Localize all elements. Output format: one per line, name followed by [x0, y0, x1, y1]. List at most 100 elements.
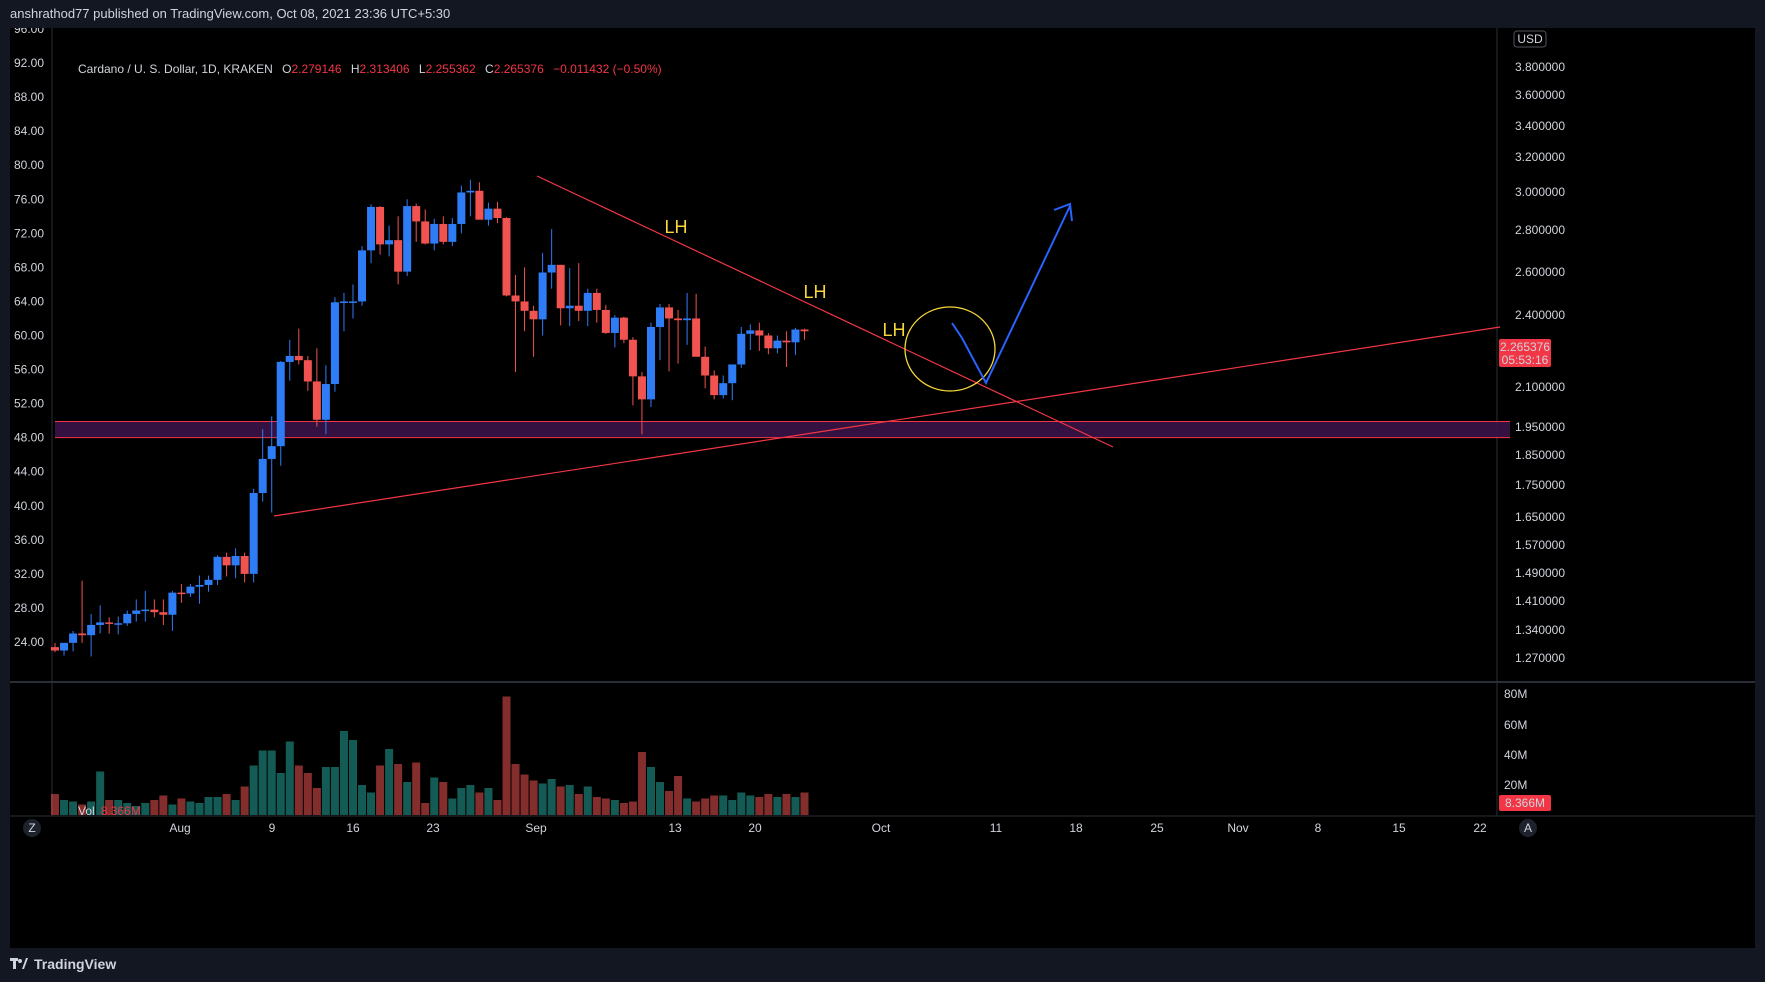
volume-bar [646, 767, 655, 815]
left-axis-tick: 44.00 [14, 465, 44, 479]
candle-body [276, 361, 285, 447]
candle-body [367, 206, 376, 251]
candle-body [502, 218, 511, 296]
volume-axis-tick: 40M [1504, 748, 1527, 762]
volume-bar [782, 794, 791, 815]
footer: TradingView [0, 948, 1765, 982]
volume-bar [637, 752, 646, 815]
candle-body [674, 318, 683, 321]
volume-bar [195, 803, 204, 815]
volume-bar [294, 765, 303, 815]
time-axis-tick: 18 [1069, 821, 1083, 835]
candle-body [339, 301, 348, 303]
volume-bar [276, 773, 285, 815]
candle-body [150, 609, 159, 613]
candle-body [610, 317, 619, 333]
tradingview-brand[interactable]: TradingView [34, 956, 117, 972]
candle-body [719, 383, 728, 396]
volume-bar [213, 797, 222, 815]
volume-bar [358, 785, 367, 815]
candle-body [701, 356, 710, 376]
volume-bar [222, 794, 231, 815]
candle-body [303, 360, 312, 382]
candle-body [448, 223, 457, 242]
volume-bar [231, 800, 240, 815]
candle-body [285, 355, 294, 362]
candle-body [430, 223, 439, 244]
left-axis-tick: 40.00 [14, 499, 44, 513]
time-axis-tick: 16 [346, 821, 360, 835]
highlight-circle [904, 306, 996, 392]
volume-bar [123, 803, 132, 815]
volume-bar [87, 801, 96, 815]
candle-body [87, 624, 96, 636]
volume-bar [628, 801, 637, 815]
right-axis-tick: 1.270000 [1515, 651, 1565, 665]
change-value: −0.011432 (−0.50%) [553, 62, 662, 76]
volume-bar [466, 785, 475, 815]
time-axis-tick: Oct [872, 821, 891, 835]
right-axis-tick: 2.100000 [1515, 380, 1565, 394]
candle-body [601, 309, 610, 333]
lower-high-label: LH [664, 217, 687, 237]
volume-bar [773, 797, 782, 815]
price-chart[interactable]: 96.00 92.00 88.00 84.00 80.00 76.00 72.00 68.00… [10, 28, 1755, 948]
candle-body [96, 622, 105, 625]
candle-body [78, 633, 87, 636]
volume-bar [150, 800, 159, 815]
candle-body [376, 206, 385, 245]
candle-body [493, 208, 502, 219]
candle-body [710, 375, 719, 396]
volume-bar [511, 764, 520, 815]
volume-bar [186, 801, 195, 815]
high-label: H [350, 62, 360, 76]
candle-body [348, 301, 357, 303]
candle-body [412, 206, 421, 222]
candle-body [69, 633, 78, 643]
candle-body [484, 208, 493, 220]
currency-badge [1513, 30, 1547, 48]
chart-area[interactable]: 96.00 92.00 88.00 84.00 80.00 76.00 72.00 68.00… [10, 28, 1755, 948]
time-axis-tick: 23 [426, 821, 440, 835]
time-axis-tick: 22 [1473, 821, 1487, 835]
left-axis-tick: 24.00 [14, 635, 44, 649]
candle-body [267, 446, 276, 459]
volume-axis-tick: 80M [1504, 687, 1527, 701]
candle-body [665, 307, 674, 319]
candle-body [159, 612, 168, 615]
volume-bar [303, 773, 312, 815]
volume-legend: Vol 8.366M [78, 804, 141, 818]
volume-bar [321, 767, 330, 815]
lower-high-label: LH [882, 320, 905, 340]
candle-body [114, 623, 123, 625]
time-axis-tick: 13 [668, 821, 682, 835]
left-axis-tick: 56.00 [14, 363, 44, 377]
volume-bar [132, 806, 141, 815]
volume-bar [601, 798, 610, 815]
candle-body [583, 292, 592, 311]
auto-scale-a-button [1519, 819, 1537, 837]
time-axis-tick: Sep [525, 821, 547, 835]
volume-bar [51, 794, 59, 815]
volume-bar [800, 792, 809, 815]
volume-bar [249, 765, 258, 815]
time-axis-tick: Aug [169, 821, 190, 835]
candle-body [466, 190, 475, 193]
symbol-legend: Cardano / U. S. Dollar, 1D, KRAKEN O2.27… [78, 62, 662, 76]
time-axis-tick: 20 [748, 821, 762, 835]
left-axis-tick: 88.00 [14, 90, 44, 104]
candle-body [168, 592, 177, 615]
auto-scale-z-button [23, 819, 41, 837]
projection-path [951, 205, 1071, 386]
symbol-name: Cardano / U. S. Dollar, 1D, KRAKEN [78, 62, 273, 76]
volume-bar [493, 800, 502, 815]
time-axis-tick: Nov [1227, 821, 1248, 835]
candle-body [755, 330, 764, 336]
right-axis-tick: 3.400000 [1515, 119, 1565, 133]
candle-body [186, 586, 195, 594]
left-axis-tick: 36.00 [14, 533, 44, 547]
candle-body [538, 272, 547, 320]
time-axis-tick: 8 [1315, 821, 1322, 835]
volume-bar [339, 731, 348, 815]
volume-bar [719, 795, 728, 815]
